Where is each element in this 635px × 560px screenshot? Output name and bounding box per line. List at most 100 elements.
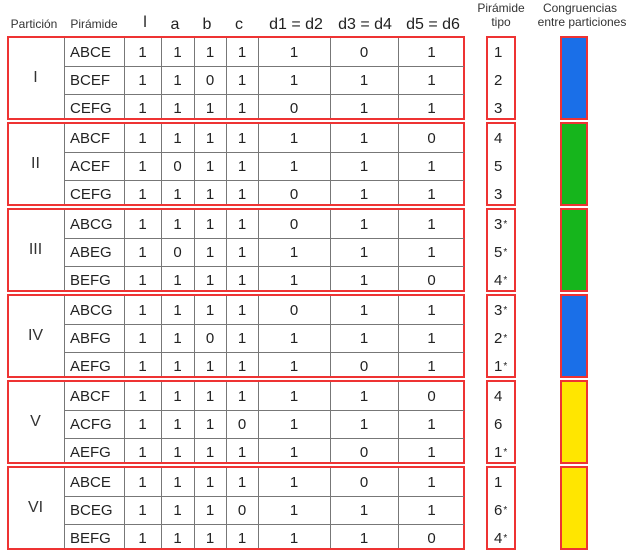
asterisk-mark: *: [503, 332, 508, 344]
grid-line: [64, 38, 65, 118]
value-cell: 1: [237, 529, 247, 547]
value-cell: 1: [289, 529, 299, 547]
value-cell: 1: [173, 43, 182, 61]
pyramid-type: 3: [488, 180, 516, 208]
grid-line: [398, 38, 399, 118]
value-cell: 1: [359, 329, 369, 347]
value-cell: 1: [173, 129, 182, 147]
pyramid-type: 2: [488, 66, 516, 94]
value-cell: 0: [237, 415, 247, 433]
pyramid-type-number: 4: [494, 271, 503, 289]
pyramid-name: ACFG: [70, 415, 112, 433]
value-cell: 1: [359, 215, 369, 233]
pyramid-type-number: 1: [494, 443, 503, 461]
value-cell: 1: [205, 501, 215, 519]
value-cell: 1: [205, 215, 215, 233]
value-cell: 1: [138, 329, 147, 347]
grid-line: [64, 468, 65, 548]
value-cell: 1: [289, 129, 299, 147]
grid-line: [330, 210, 331, 290]
grid-line: [226, 468, 227, 548]
grid-line: [226, 210, 227, 290]
pyramid-name: ABEG: [70, 243, 112, 261]
value-cell: 0: [359, 43, 369, 61]
value-cell: 0: [427, 387, 436, 405]
pyramid-type: 1 *: [488, 438, 516, 466]
grid-line: [226, 296, 227, 376]
grid-line: [124, 382, 125, 462]
value-cell: 1: [359, 71, 369, 89]
value-cell: 1: [205, 529, 215, 547]
value-cell: 1: [205, 301, 215, 319]
value-cell: 0: [427, 271, 436, 289]
header-tipo-line1: Pirámide: [477, 1, 525, 15]
pyramid-type: 6 *: [488, 496, 516, 524]
partition-block: [7, 122, 465, 206]
grid-line: [194, 124, 195, 204]
pyramid-type-number: 4: [494, 129, 503, 147]
pyramid-name: CEFG: [70, 185, 112, 203]
value-cell: 1: [173, 99, 182, 117]
value-cell: 1: [237, 473, 247, 491]
value-cell: 1: [289, 501, 299, 519]
pyramid-type: 4 *: [488, 266, 516, 294]
grid-line: [161, 296, 162, 376]
value-cell: 1: [138, 243, 147, 261]
pyramid-type-number: 6: [494, 501, 503, 519]
grid-line: [330, 124, 331, 204]
value-cell: 1: [173, 415, 182, 433]
value-cell: 1: [138, 473, 147, 491]
grid-line: [64, 238, 464, 239]
pyramid-type: 1: [488, 38, 516, 66]
grid-line: [64, 180, 464, 181]
partition-block: [7, 36, 465, 120]
value-cell: 1: [359, 129, 369, 147]
pyramid-type: 5: [488, 152, 516, 180]
grid-line: [64, 524, 464, 525]
value-cell: 1: [205, 357, 215, 375]
pyramid-name: ABFG: [70, 329, 111, 347]
value-cell: 0: [205, 71, 215, 89]
value-cell: 1: [237, 43, 247, 61]
grid-line: [330, 468, 331, 548]
header-col-d3d4: d3 = d4: [338, 16, 392, 33]
grid-line: [226, 38, 227, 118]
grid-line: [64, 66, 464, 67]
value-cell: 1: [205, 157, 215, 175]
pyramid-type-number: 1: [494, 473, 503, 491]
value-cell: 1: [173, 357, 182, 375]
grid-line: [161, 210, 162, 290]
value-cell: 1: [237, 129, 247, 147]
tipo-block: [486, 294, 516, 378]
asterisk-mark: *: [503, 504, 508, 516]
grid-line: [161, 38, 162, 118]
grid-line: [124, 296, 125, 376]
value-cell: 1: [205, 271, 215, 289]
value-cell: 1: [205, 99, 215, 117]
value-cell: 1: [237, 71, 247, 89]
pyramid-type-number: 5: [494, 157, 503, 175]
pyramid-name: ABCF: [70, 129, 111, 147]
value-cell: 1: [173, 443, 182, 461]
value-cell: 1: [138, 99, 147, 117]
grid-line: [64, 496, 464, 497]
asterisk-mark: *: [503, 446, 508, 458]
value-cell: 1: [427, 243, 436, 261]
grid-line: [194, 38, 195, 118]
value-cell: 1: [138, 157, 147, 175]
pyramid-name: ABCE: [70, 473, 111, 491]
pyramid-name: ABCF: [70, 387, 111, 405]
value-cell: 1: [427, 473, 436, 491]
grid-line: [398, 468, 399, 548]
value-cell: 0: [359, 473, 369, 491]
value-cell: 0: [427, 529, 436, 547]
asterisk-mark: *: [503, 304, 508, 316]
value-cell: 1: [138, 357, 147, 375]
pyramid-type-number: 6: [494, 415, 503, 433]
tipo-block: [486, 380, 516, 464]
value-cell: 1: [289, 415, 299, 433]
pyramid-name: ABCG: [70, 301, 113, 319]
pyramid-type-number: 1: [494, 43, 503, 61]
pyramid-type-number: 5: [494, 243, 503, 261]
asterisk-mark: *: [503, 532, 508, 544]
